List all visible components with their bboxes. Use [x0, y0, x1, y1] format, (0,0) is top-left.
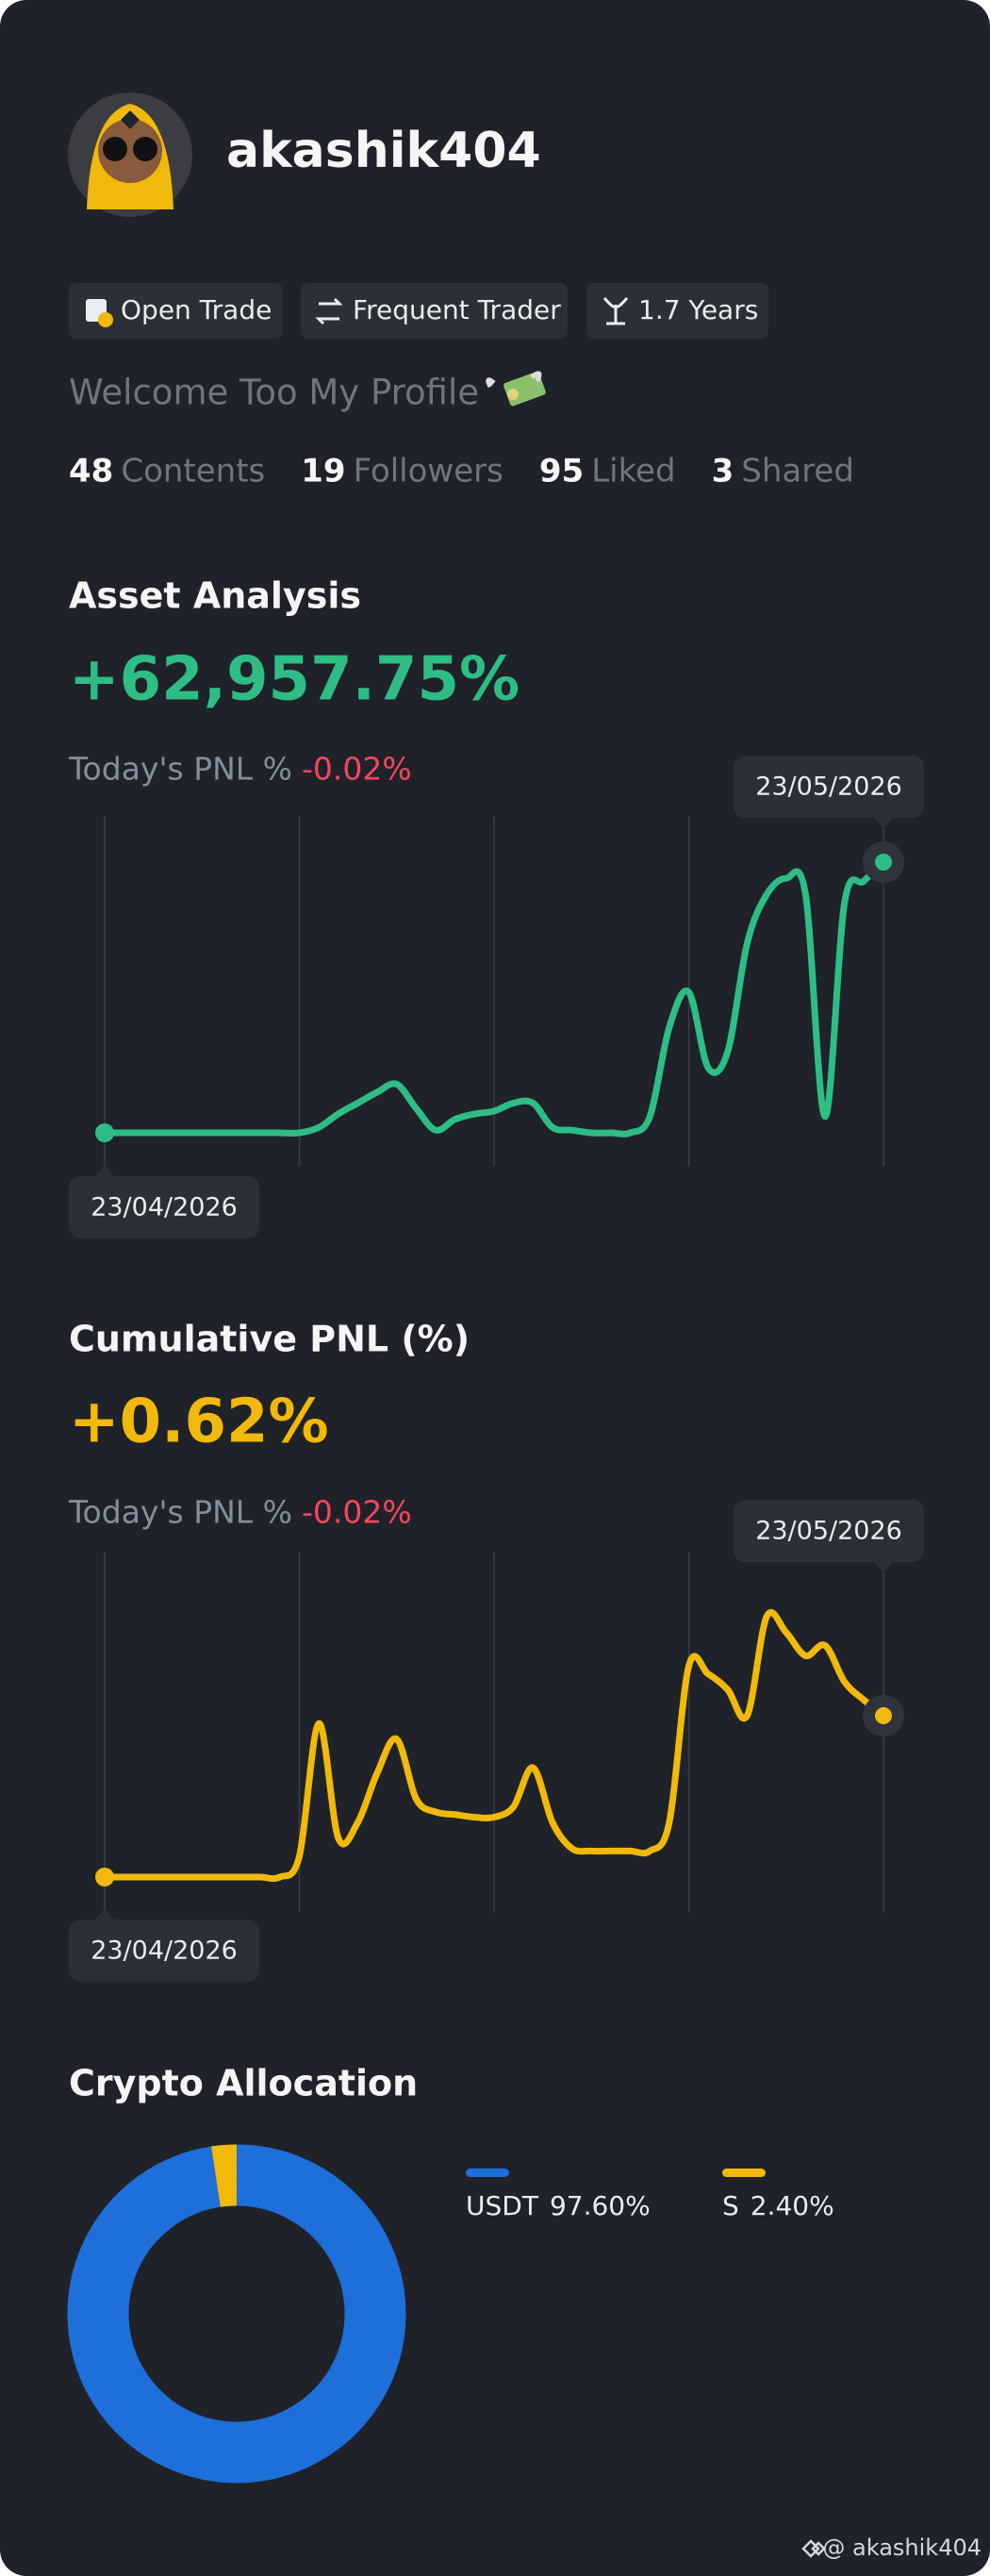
- legend-value: 2.40%: [751, 2190, 834, 2221]
- headline-value: +0.62%: [69, 1388, 329, 1457]
- stat-value: 48: [69, 453, 113, 490]
- pnl-change: -0.02%: [302, 1494, 412, 1531]
- start-point: [95, 1868, 114, 1886]
- tooltip-pointer: [95, 1165, 114, 1176]
- tooltip-label: 23/05/2026: [755, 1517, 902, 1546]
- line-series: [101, 1608, 887, 1883]
- legend-label: USDT: [466, 2190, 539, 2221]
- chart-title: Asset Analysis: [69, 575, 361, 617]
- tooltip-pointer: [95, 1908, 114, 1920]
- badge-label: Open Trade: [121, 294, 272, 325]
- legend-swatch: [466, 2169, 509, 2177]
- pnl-change: -0.02%: [302, 751, 412, 788]
- chart-title: Cumulative PNL (%): [69, 1319, 470, 1360]
- badge: Open Trade: [69, 283, 283, 339]
- legend-swatch: [722, 2169, 766, 2177]
- start-point: [95, 1123, 114, 1142]
- line-series: [101, 858, 887, 1138]
- avatar: [68, 92, 192, 217]
- pnl-label: Today's PNL %: [68, 751, 292, 788]
- stat-label: Liked: [591, 453, 675, 490]
- stat-value: 19: [301, 453, 345, 490]
- tooltip-label: 23/05/2026: [755, 773, 902, 802]
- stat-value: 3: [712, 453, 734, 490]
- end-point: [875, 1706, 892, 1724]
- tooltip: [69, 1176, 259, 1238]
- tooltip: [734, 756, 924, 818]
- legend-value: 97.60%: [550, 2190, 651, 2221]
- badge-label: 1.7 Years: [638, 294, 758, 325]
- donut-segment: [67, 2144, 406, 2484]
- donut-segment: [211, 2144, 238, 2207]
- money-icon: [486, 371, 546, 407]
- tooltip-pointer: [874, 1562, 893, 1573]
- tooltip: [734, 1500, 924, 1562]
- end-point: [875, 854, 892, 871]
- badge: Frequent Trader: [301, 283, 568, 339]
- pnl-label: Today's PNL %: [68, 1494, 292, 1531]
- legend-label: S: [722, 2190, 739, 2221]
- watermark: @ akashik404: [822, 2534, 982, 2561]
- username: akashik404: [226, 123, 541, 179]
- tooltip-label: 23/04/2026: [91, 1936, 238, 1966]
- badge-label: Frequent Trader: [353, 294, 561, 325]
- stat-label: Shared: [741, 453, 854, 490]
- badge: 1.7 Years: [586, 283, 768, 339]
- tooltip-pointer: [874, 818, 893, 829]
- tooltip-label: 23/04/2026: [91, 1193, 238, 1222]
- stat-value: 95: [539, 453, 584, 490]
- logo: [801, 2539, 826, 2558]
- headline-value: +62,957.75%: [69, 645, 520, 715]
- stat-label: Followers: [354, 453, 503, 490]
- tooltip: [69, 1920, 259, 1982]
- chart-title: Crypto Allocation: [69, 2063, 418, 2104]
- bio: Welcome Too My Profile: [69, 373, 479, 413]
- stat-label: Contents: [121, 453, 265, 490]
